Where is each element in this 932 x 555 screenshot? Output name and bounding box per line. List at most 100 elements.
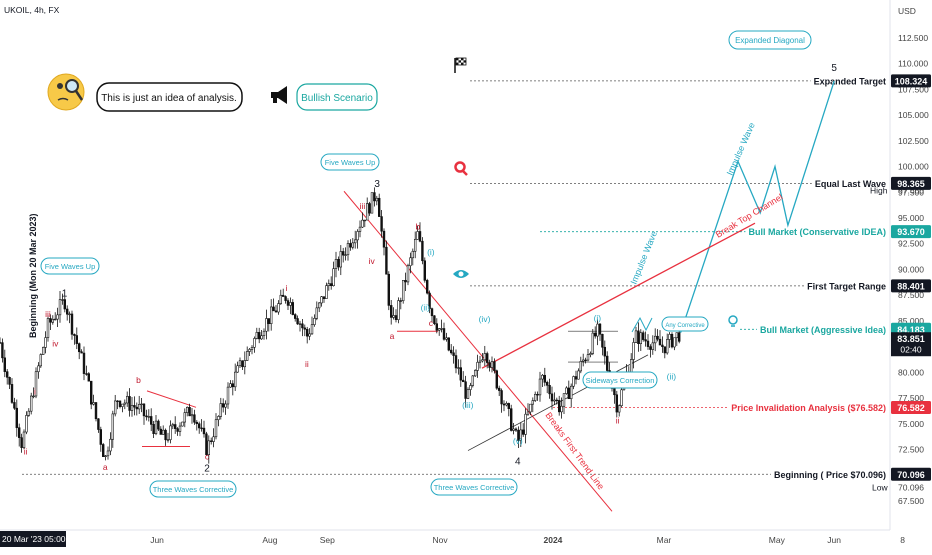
price-tag: 98.365 xyxy=(891,176,931,190)
candle xyxy=(104,455,107,461)
candle xyxy=(435,318,438,334)
candle xyxy=(305,326,309,344)
candle xyxy=(116,400,119,410)
wave-label: (iii) xyxy=(462,400,473,410)
candle xyxy=(675,332,679,346)
search-icon xyxy=(454,161,468,176)
candle xyxy=(471,374,474,388)
candle xyxy=(603,340,607,365)
candle xyxy=(567,380,571,400)
wave-label: ii xyxy=(24,446,28,456)
candle xyxy=(195,420,198,431)
time-tick-label: Aug xyxy=(262,535,277,545)
candle xyxy=(281,288,285,297)
svg-text:Five Waves Up: Five Waves Up xyxy=(325,158,376,167)
candle xyxy=(111,410,115,448)
candle xyxy=(217,415,220,427)
svg-text:93.670: 93.670 xyxy=(897,227,925,237)
wave-label: (v) xyxy=(513,436,523,446)
candle xyxy=(577,368,580,380)
svg-text:Three Waves Corrective: Three Waves Corrective xyxy=(434,483,515,492)
candle xyxy=(293,313,297,322)
candle xyxy=(663,346,667,359)
candle xyxy=(279,289,282,305)
candle xyxy=(0,337,2,344)
candle xyxy=(572,375,575,390)
candle xyxy=(152,420,155,439)
price-tick-label: 85.000 xyxy=(898,316,924,326)
candle xyxy=(138,395,141,414)
candle xyxy=(406,263,410,286)
candle xyxy=(385,240,388,275)
price-tick-label: 107.500 xyxy=(898,84,929,94)
five-waves-up-callout-2: Five Waves Up xyxy=(320,153,380,171)
candle xyxy=(596,319,599,346)
candle xyxy=(579,356,583,374)
candle xyxy=(274,305,278,313)
candle xyxy=(560,397,563,419)
vertical-beginning-label: Beginning (Mon 20 Mar 2023) xyxy=(28,213,38,338)
candle xyxy=(298,320,302,332)
candle xyxy=(380,210,383,238)
level-label: Bull Market (Conservative IDEA) xyxy=(748,227,886,237)
candle xyxy=(226,382,230,409)
high-label: High xyxy=(870,186,888,196)
wave-label: 4 xyxy=(515,456,521,467)
candle xyxy=(188,403,191,417)
candle xyxy=(118,400,122,409)
candle xyxy=(632,337,635,369)
candle xyxy=(404,272,407,292)
candle xyxy=(49,314,52,331)
candle xyxy=(114,394,117,417)
candle xyxy=(238,357,242,369)
candle xyxy=(58,291,62,323)
price-tick-label: 77.500 xyxy=(898,393,924,403)
candle xyxy=(63,296,67,313)
price-tick-label: 75.000 xyxy=(898,419,924,429)
candle xyxy=(157,419,160,431)
candle xyxy=(90,380,93,410)
wave-label: 2 xyxy=(204,464,210,475)
wave-label: 3 xyxy=(374,179,380,190)
candle xyxy=(337,256,340,271)
wave-label: ii xyxy=(305,359,309,369)
candle xyxy=(284,295,287,304)
candle xyxy=(66,305,69,321)
candle xyxy=(413,231,417,259)
candle xyxy=(224,400,227,415)
lightbulb-icon xyxy=(728,315,738,327)
candle xyxy=(41,346,45,355)
candle xyxy=(262,328,266,340)
candle xyxy=(147,409,150,422)
candle xyxy=(425,278,429,295)
candle xyxy=(140,398,143,413)
candle xyxy=(433,315,436,326)
candle xyxy=(308,328,311,341)
wave-label: b xyxy=(136,375,141,385)
candle xyxy=(473,369,477,377)
candle xyxy=(176,427,179,436)
candle xyxy=(267,318,270,332)
candle xyxy=(651,335,655,355)
candle xyxy=(17,423,21,447)
candle xyxy=(229,380,232,388)
price-tick-label: 80.000 xyxy=(898,367,924,377)
svg-text:Three Waves Corrective: Three Waves Corrective xyxy=(153,485,234,494)
price-level: Price Invalidation Analysis ($76.582) xyxy=(553,402,889,415)
candle xyxy=(634,326,638,344)
candle xyxy=(526,403,530,416)
candle xyxy=(440,319,443,333)
candle xyxy=(529,403,532,416)
price-tag: 93.670 xyxy=(891,225,931,239)
candle xyxy=(44,331,47,354)
candle xyxy=(94,402,98,422)
candle xyxy=(452,346,455,364)
candle xyxy=(502,400,506,412)
price-axis[interactable]: USD xyxy=(889,0,916,530)
candle xyxy=(469,382,472,396)
time-axis[interactable]: 20 Mar '23 05:00 xyxy=(0,529,890,547)
candle xyxy=(32,387,35,399)
candle xyxy=(665,333,669,355)
level-label: Expanded Target xyxy=(814,76,886,86)
